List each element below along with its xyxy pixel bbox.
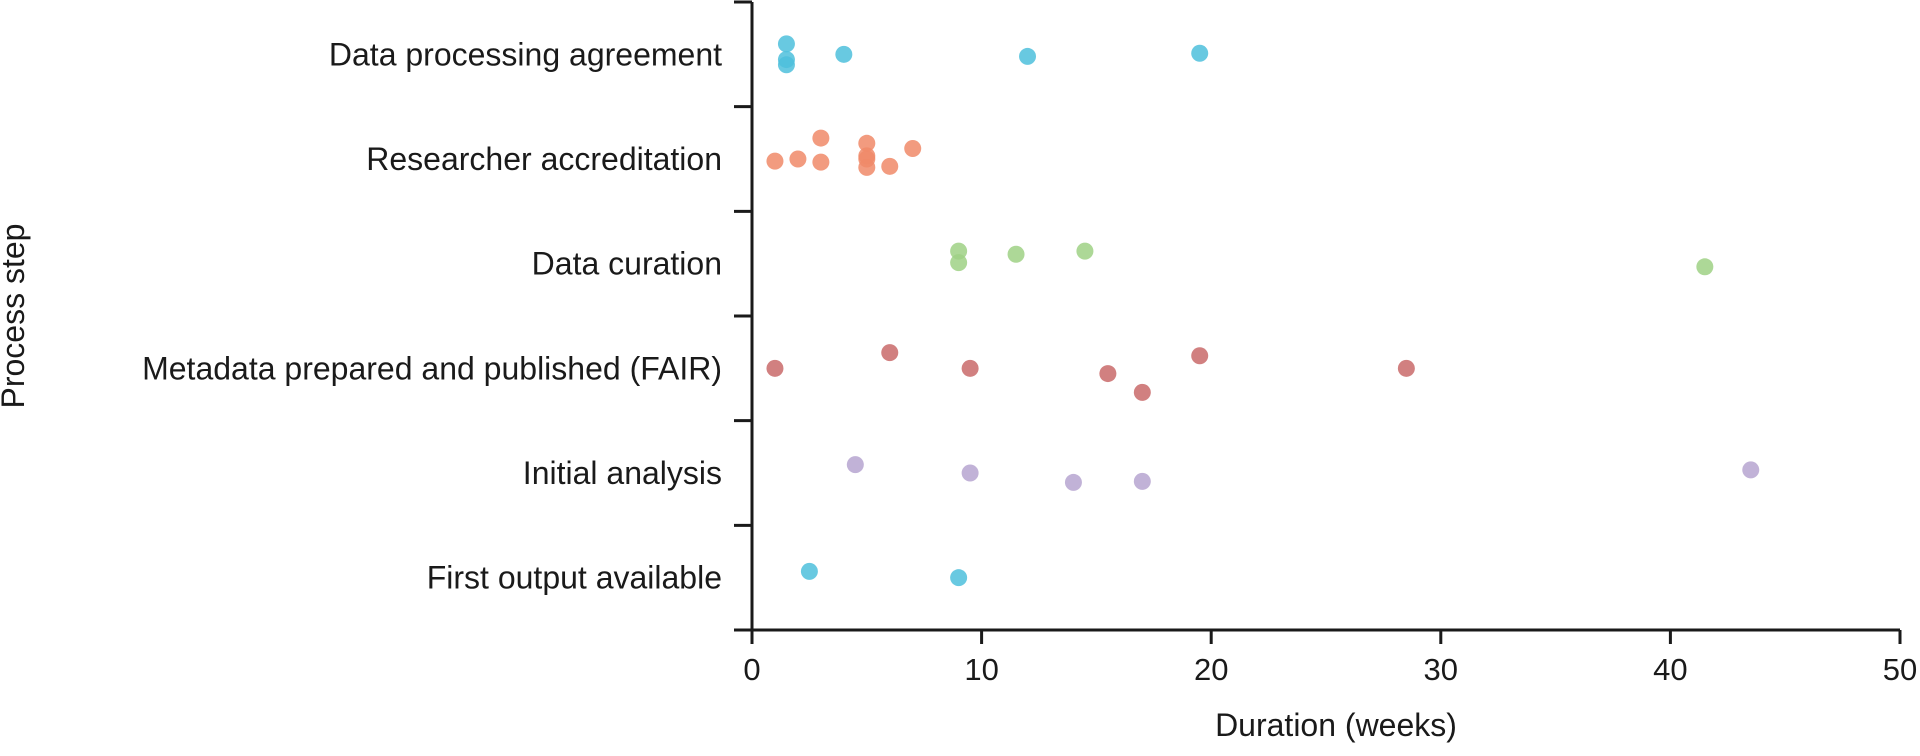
x-tick-label: 0	[743, 652, 760, 687]
data-point	[950, 569, 968, 587]
y-axis-ticks	[734, 0, 752, 632]
x-axis-title: Duration (weeks)	[1215, 707, 1457, 743]
data-point	[1019, 47, 1037, 65]
data-point	[1133, 472, 1151, 490]
y-axis-title: Process step	[0, 224, 31, 409]
data-point	[777, 35, 795, 53]
data-point	[1191, 44, 1209, 62]
data-point	[766, 359, 784, 377]
data-point	[950, 254, 968, 272]
data-point	[961, 464, 979, 482]
y-category-label: Data curation	[532, 246, 722, 282]
data-point	[812, 129, 830, 147]
data-point	[1064, 473, 1082, 491]
data-point	[789, 150, 807, 168]
data-point	[858, 134, 876, 152]
category-labels: Data processing agreement Researcher accr…	[142, 36, 722, 595]
data-point	[1133, 383, 1151, 401]
data-point	[777, 56, 795, 74]
y-category-label: First output available	[427, 560, 722, 596]
data-point	[846, 456, 864, 474]
data-point	[812, 153, 830, 171]
x-tick-label: 40	[1653, 652, 1687, 687]
data-point	[858, 158, 876, 176]
data-point	[961, 359, 979, 377]
y-category-label: Researcher accreditation	[366, 141, 722, 177]
x-axis-ticks: 0 10 20 30 40 50	[743, 630, 1917, 687]
data-point	[1397, 359, 1415, 377]
axes: 0 10 20 30 40 50	[734, 0, 1917, 687]
data-point	[1191, 347, 1209, 365]
data-point	[904, 140, 922, 158]
data-point	[1696, 258, 1714, 276]
data-point	[1099, 365, 1117, 383]
y-category-label: Initial analysis	[523, 455, 722, 491]
data-point	[881, 344, 899, 362]
y-category-label: Data processing agreement	[329, 36, 722, 72]
data-point	[835, 45, 853, 63]
x-tick-label: 10	[964, 652, 998, 687]
x-tick-label: 30	[1424, 652, 1458, 687]
data-point	[1076, 242, 1094, 260]
data-points	[766, 35, 1760, 587]
data-point	[766, 152, 784, 170]
data-point	[800, 562, 818, 580]
x-tick-label: 50	[1883, 652, 1917, 687]
data-point	[1007, 245, 1025, 263]
x-tick-label: 20	[1194, 652, 1228, 687]
data-point	[881, 157, 899, 175]
data-point	[1742, 461, 1760, 479]
y-category-label: Metadata prepared and published (FAIR)	[142, 350, 722, 386]
